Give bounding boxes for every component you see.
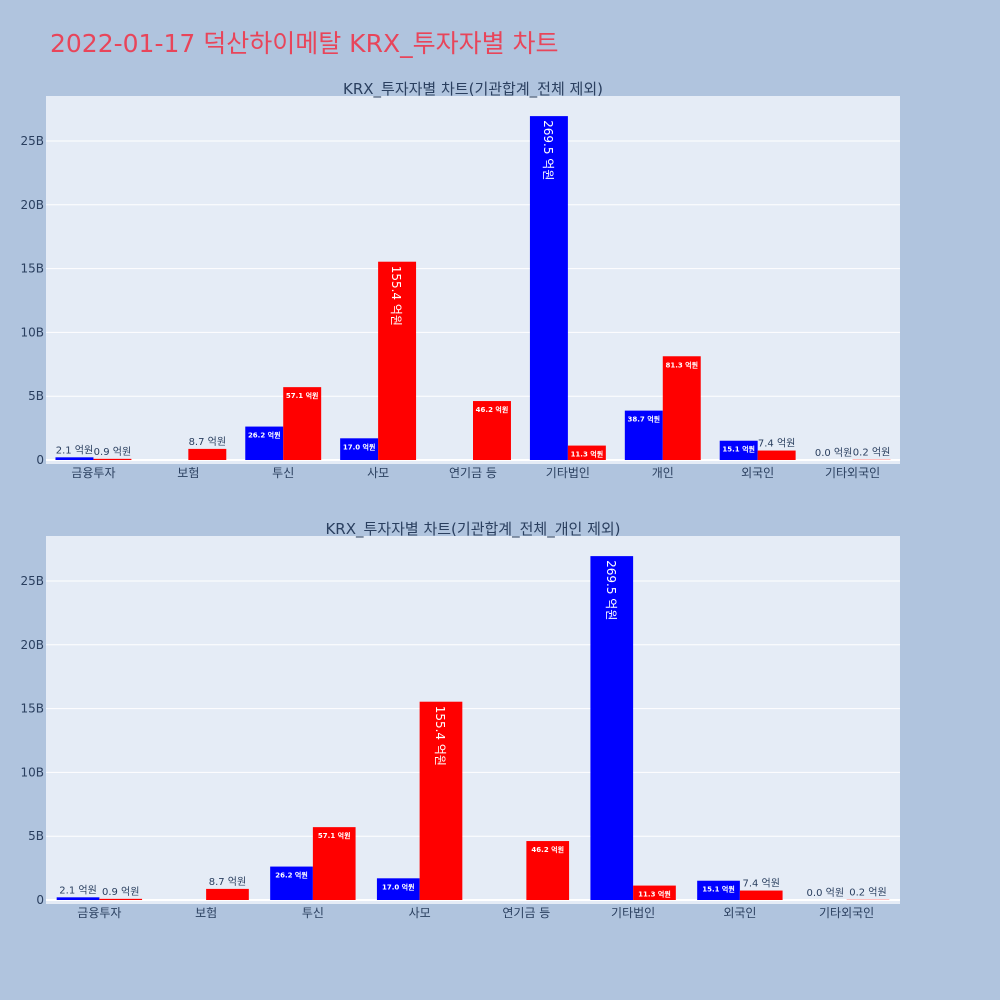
plot-area [46, 536, 900, 904]
y-tick-label: 5B [28, 829, 44, 843]
chart-panel-excluding-institutions-and-individuals: KRX_투자자별 차트(기관합계_전체_개인 제외) 0 5B 10B 15B 20B 25… [0, 510, 1000, 950]
y-tick-label: 25B [20, 574, 44, 588]
bar-value-label: 11.3 억원 [638, 890, 671, 899]
x-tick-label: 기타외국인 [825, 466, 880, 480]
x-tick-label: 외국인 [741, 466, 774, 480]
y-tick-label: 10B [20, 325, 44, 339]
buy-bar [55, 457, 94, 460]
x-tick-label: 보험 [177, 466, 199, 480]
sell-bar [206, 888, 249, 900]
sell-bar [567, 445, 606, 460]
bar-value-label: 0.9 억원 [94, 446, 131, 458]
chart-panel-excluding-institutions: KRX_투자자별 차트(기관합계_전체 제외) 0 5B 10B 15B 20B 25B 금융… [0, 70, 1000, 510]
x-tick-label: 기타외국인 [819, 906, 874, 920]
x-tick-label: 금융투자 [71, 466, 115, 480]
chart-title: KRX_투자자별 차트(기관합계_전체_개인 제외) [325, 520, 620, 539]
bar-value-label: 2.1 억원 [56, 444, 93, 456]
bar-value-label: 155.4 억원 [433, 706, 447, 766]
y-tick-label: 15B [20, 702, 44, 716]
buy-bar [697, 880, 740, 900]
x-tick-label: 개인 [652, 466, 674, 480]
bar-value-label: 8.7 억원 [189, 436, 226, 448]
y-tick-label: 0 [36, 893, 44, 907]
bar-value-label: 57.1 억원 [318, 831, 351, 840]
sell-bar [419, 701, 463, 900]
bar-value-label: 269.5 억원 [604, 560, 618, 620]
sell-bar [739, 890, 783, 900]
bar-chart-2: KRX_투자자별 차트(기관합계_전체_개인 제외) 0 5B 10B 15B 20B 25… [20, 520, 900, 920]
bar-value-label: 38.7 억원 [628, 415, 661, 424]
bar-value-label: 17.0 억원 [343, 442, 376, 451]
buy-bar [624, 410, 663, 460]
bar-value-label: 8.7 억원 [209, 876, 246, 888]
x-tick-label: 금융투자 [77, 906, 121, 920]
sell-bar [378, 261, 417, 460]
bar-value-label: 15.1 억원 [722, 445, 755, 454]
buy-bar [719, 440, 758, 460]
bar-value-label: 7.4 억원 [742, 878, 779, 890]
buy-bar [590, 556, 634, 900]
sell-bar [757, 450, 796, 460]
sell-bar [662, 356, 701, 460]
bar-value-label: 155.4 억원 [389, 266, 403, 326]
bar-value-label: 26.2 억원 [248, 431, 281, 440]
bar-value-label: 46.2 억원 [531, 845, 564, 854]
x-tick-label: 연기금 등 [449, 466, 497, 480]
buy-bar [245, 426, 284, 460]
bar-value-label: 26.2 억원 [275, 871, 308, 880]
buy-bar [340, 438, 379, 460]
x-tick-label: 외국인 [723, 906, 756, 920]
bar-value-label: 2.1 억원 [59, 884, 96, 896]
bar-value-label: 7.4 억원 [758, 438, 795, 450]
bar-value-label: 15.1 억원 [702, 885, 735, 894]
sell-bar [633, 885, 676, 900]
y-tick-label: 15B [20, 262, 44, 276]
buy-bar [56, 897, 100, 900]
y-tick-label: 20B [20, 198, 44, 212]
sell-bar [283, 387, 322, 460]
bar-value-label: 17.0 억원 [382, 882, 415, 891]
bar-value-label: 46.2 억원 [476, 405, 509, 414]
x-tick-label: 기타법인 [546, 466, 590, 480]
bar-value-label: 11.3 억원 [571, 450, 604, 459]
x-tick-label: 보험 [195, 906, 217, 920]
page-title: 2022-01-17 덕산하이메탈 KRX_투자자별 차트 [50, 29, 559, 58]
x-tick-label: 사모 [367, 466, 389, 480]
bar-value-label: 0.0 억원 [807, 887, 844, 899]
bar-value-label: 0.0 억원 [815, 447, 852, 459]
x-tick-label: 사모 [409, 906, 431, 920]
sell-bar [188, 448, 227, 460]
bar-value-label: 57.1 억원 [286, 391, 319, 400]
bar-value-label: 0.2 억원 [853, 447, 890, 459]
buy-bar [270, 866, 313, 900]
y-tick-label: 10B [20, 765, 44, 779]
bar-value-label: 81.3 억원 [665, 360, 698, 369]
chart-title: KRX_투자자별 차트(기관합계_전체 제외) [343, 80, 603, 99]
y-tick-label: 5B [28, 389, 44, 403]
y-tick-label: 0 [36, 453, 44, 467]
x-tick-label: 투신 [272, 466, 294, 480]
x-tick-label: 투신 [302, 906, 324, 920]
buy-bar [376, 878, 420, 900]
sell-bar [93, 458, 132, 460]
y-tick-label: 20B [20, 638, 44, 652]
y-tick-label: 25B [20, 134, 44, 148]
buy-bar [529, 116, 568, 461]
bar-chart-1: KRX_투자자별 차트(기관합계_전체 제외) 0 5B 10B 15B 20B 25B 금융… [20, 80, 900, 480]
sell-bar [312, 827, 356, 900]
sell-bar [99, 898, 143, 900]
bar-value-label: 0.2 억원 [849, 887, 886, 899]
x-tick-label: 기타법인 [611, 906, 655, 920]
x-tick-label: 연기금 등 [502, 906, 550, 920]
sell-bar [473, 401, 511, 460]
bar-value-label: 269.5 억원 [541, 120, 555, 180]
bar-value-label: 0.9 억원 [102, 886, 139, 898]
sell-bar [526, 841, 570, 900]
